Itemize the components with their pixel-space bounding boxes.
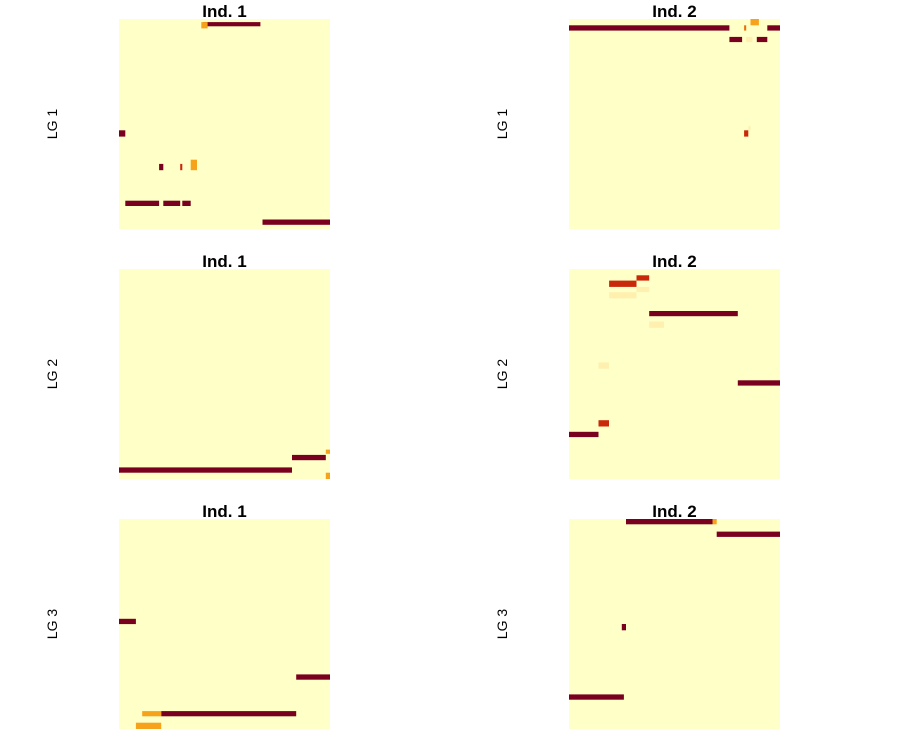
heatmap-panel-5: Ind. 1 LG 3	[44, 502, 330, 729]
heatmap-block-3	[161, 711, 297, 717]
heatmap-background	[119, 19, 330, 229]
heatmap-panel-2: Ind. 2 LG 1	[494, 2, 780, 229]
heatmap-background	[569, 519, 780, 729]
heatmap-panel-6: Ind. 2 LG 3	[494, 502, 780, 729]
panel-ylabel: LG 1	[44, 109, 60, 140]
heatmap-block-2	[296, 674, 330, 680]
heatmap-block-6	[746, 36, 753, 43]
heatmap-block-4	[159, 163, 164, 171]
heatmap-block-1	[626, 519, 713, 525]
heatmap-block-7	[756, 36, 768, 43]
heatmap-block-5	[729, 36, 743, 43]
heatmap-block-6	[190, 159, 197, 171]
heatmap-block-8	[163, 200, 181, 206]
panel-title: Ind. 1	[202, 252, 246, 271]
heatmap-block-4	[142, 711, 162, 717]
heatmap-block-3	[636, 286, 650, 293]
panel-ylabel: LG 3	[494, 609, 510, 640]
panel-ylabel: LG 3	[44, 609, 60, 640]
heatmap-panel-4: Ind. 2 LG 2	[494, 252, 780, 479]
heatmap-block-1	[119, 467, 292, 473]
panel-ylabel: LG 2	[44, 359, 60, 390]
heatmap-background	[119, 519, 330, 729]
heatmap-block-5	[569, 694, 624, 700]
heatmap-block-2	[292, 454, 326, 461]
heatmap-background	[569, 269, 780, 479]
heatmap-block-2	[712, 519, 717, 525]
panel-title: Ind. 1	[202, 502, 246, 521]
heatmap-background	[119, 269, 330, 479]
heatmap-block-3	[325, 449, 330, 454]
heatmap-block-2	[767, 25, 780, 31]
heatmap-block-2	[609, 280, 637, 287]
panel-ylabel: LG 2	[494, 359, 510, 390]
heatmap-block-4	[744, 25, 747, 31]
heatmap-block-6	[649, 321, 664, 328]
heatmap-block-10	[262, 219, 330, 225]
panel-title: Ind. 1	[202, 2, 246, 21]
heatmap-block-3	[716, 531, 780, 537]
heatmap-block-8	[737, 380, 780, 386]
panel-ylabel: LG 1	[494, 109, 510, 140]
heatmap-block-4	[325, 472, 330, 479]
heatmap-block-1	[636, 275, 650, 281]
heatmap-block-1	[119, 618, 136, 625]
heatmap-block-9	[182, 200, 191, 206]
heatmap-block-1	[203, 22, 261, 27]
heatmap-block-3	[750, 19, 759, 26]
panel-title: Ind. 2	[652, 502, 696, 521]
heatmap-block-10	[569, 431, 599, 438]
heatmap-block-5	[180, 163, 183, 171]
heatmap-block-8	[744, 130, 749, 137]
heatmap-block-3	[119, 130, 126, 137]
heatmap-block-9	[598, 420, 609, 427]
heatmap-block-5	[135, 722, 162, 729]
heatmap-panel-1: Ind. 1 LG 1	[44, 2, 330, 229]
heatmap-block-1	[569, 25, 730, 31]
heatmap-block-9	[748, 126, 751, 131]
heatmap-block-7	[598, 362, 609, 369]
heatmap-block-2	[201, 22, 208, 29]
heatmap-block-4	[609, 292, 637, 299]
panel-title: Ind. 2	[652, 252, 696, 271]
panel-title: Ind. 2	[652, 2, 696, 21]
heatmap-block-5	[649, 311, 738, 317]
heatmap-block-4	[621, 624, 626, 631]
heatmap-block-7	[125, 200, 160, 206]
heatmap-background	[569, 19, 780, 229]
heatmap-panel-3: Ind. 1 LG 2	[44, 252, 330, 479]
